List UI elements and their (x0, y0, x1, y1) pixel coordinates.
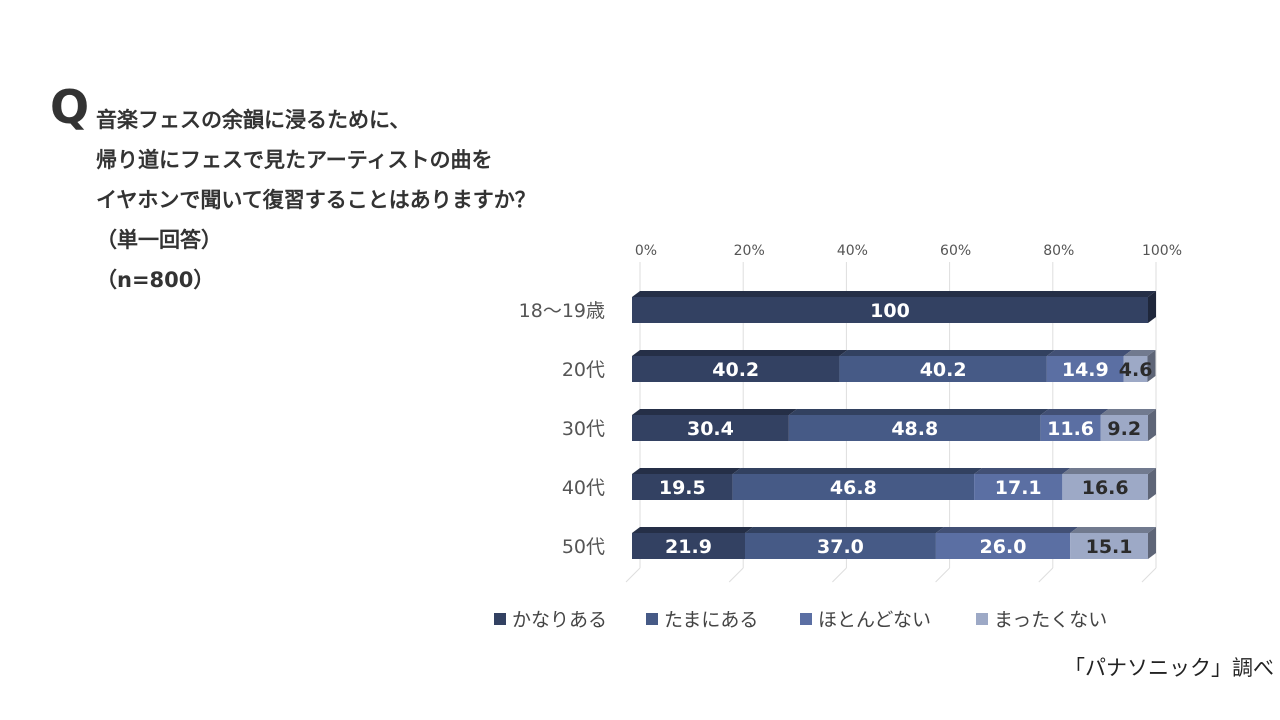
bar-top-face (632, 468, 741, 474)
question-mark: Q (50, 80, 90, 134)
data-label: 16.6 (1082, 477, 1129, 499)
data-label: 14.9 (1062, 359, 1109, 381)
bar-top-face (839, 350, 1055, 356)
legend-swatch (976, 613, 988, 625)
legend-label: かなりある (512, 609, 607, 631)
bar-segment (1100, 415, 1148, 441)
bar-segment (732, 474, 975, 500)
data-label: 48.8 (891, 418, 938, 440)
question-line-3: イヤホンで聞いて復習することはありますか？ (96, 188, 536, 212)
legend-label: たまにある (664, 609, 758, 631)
bar-top-face (745, 527, 944, 533)
floor-line (832, 567, 847, 583)
bar-segment (1040, 415, 1101, 441)
category-label: 18〜19歳 (519, 300, 605, 322)
floor-line (1038, 567, 1054, 583)
bar-top-face (632, 527, 754, 533)
data-label: 26.0 (980, 536, 1027, 558)
floor-line (935, 567, 950, 583)
question-line-1: 音楽フェスの余韻に浸るために、 (96, 108, 411, 132)
data-label: 30.4 (687, 418, 734, 440)
bar-top-face (935, 527, 1079, 533)
data-label: 19.5 (659, 477, 706, 499)
x-tick-label: 40% (837, 243, 868, 259)
bar-top-face (632, 350, 848, 356)
bar-segment (632, 297, 1148, 323)
x-tick-label: 60% (940, 243, 971, 259)
data-label: 40.2 (712, 359, 759, 381)
floor-line (625, 567, 641, 583)
question-line-2: 帰り道にフェスで見たアーティストの曲を (96, 148, 493, 172)
bar-segment (632, 533, 746, 559)
bar-top-face (1100, 409, 1156, 415)
legend-label: ほとんどない (818, 609, 931, 631)
bar-segment (1070, 533, 1148, 559)
question-line-5: （n=800） (96, 268, 215, 292)
x-tick-label: 80% (1043, 243, 1074, 259)
data-label: 11.6 (1047, 418, 1094, 440)
bar-top-face (732, 468, 983, 474)
bar-top-face (1070, 527, 1156, 533)
x-tick-label: 100% (1142, 243, 1182, 259)
data-label: 21.9 (665, 536, 712, 558)
bar-top-face (1123, 350, 1156, 356)
data-label: 37.0 (817, 536, 864, 558)
bar-segment (974, 474, 1063, 500)
bar-end-face (1148, 527, 1156, 559)
data-label: 40.2 (920, 359, 967, 381)
category-label: 20代 (562, 359, 605, 381)
x-tick-label: 20% (734, 243, 765, 259)
data-label: 9.2 (1107, 418, 1141, 440)
bar-end-face (1148, 468, 1156, 500)
bar-segment (935, 533, 1071, 559)
bar-end-face (1147, 350, 1156, 382)
bar-segment (632, 415, 789, 441)
bar-top-face (1062, 468, 1156, 474)
bar-top-face (974, 468, 1071, 474)
source-note: 「パナソニック」調べ (1064, 656, 1274, 680)
bar-segment (745, 533, 936, 559)
floor-line (1141, 567, 1157, 583)
bar-top-face (1046, 350, 1132, 356)
bar-top-face (632, 409, 797, 415)
floor-line (728, 567, 744, 583)
data-label: 17.1 (995, 477, 1042, 499)
bar-segment (632, 474, 733, 500)
bar-segment (632, 356, 840, 382)
legend-swatch (800, 613, 812, 625)
category-label: 40代 (562, 477, 605, 499)
x-tick-label: 0% (635, 243, 657, 259)
bar-top-face (788, 409, 1049, 415)
bar-top-face (632, 291, 1156, 297)
bar-segment (1062, 474, 1148, 500)
bar-segment (1123, 356, 1148, 382)
bar-segment (788, 415, 1041, 441)
category-label: 30代 (562, 418, 605, 440)
data-label: 4.6 (1119, 359, 1153, 381)
category-label: 50代 (562, 536, 605, 558)
legend-label: まったくない (994, 609, 1107, 631)
bar-end-face (1148, 291, 1156, 323)
data-label: 100 (870, 300, 910, 322)
legend-swatch (494, 613, 506, 625)
bar-segment (1046, 356, 1124, 382)
question-line-4: （単一回答） (96, 228, 222, 252)
data-label: 46.8 (830, 477, 877, 499)
bar-top-face (1040, 409, 1109, 415)
data-label: 15.1 (1086, 536, 1133, 558)
bar-end-face (1148, 409, 1156, 441)
bar-segment (839, 356, 1047, 382)
legend-swatch (646, 613, 658, 625)
